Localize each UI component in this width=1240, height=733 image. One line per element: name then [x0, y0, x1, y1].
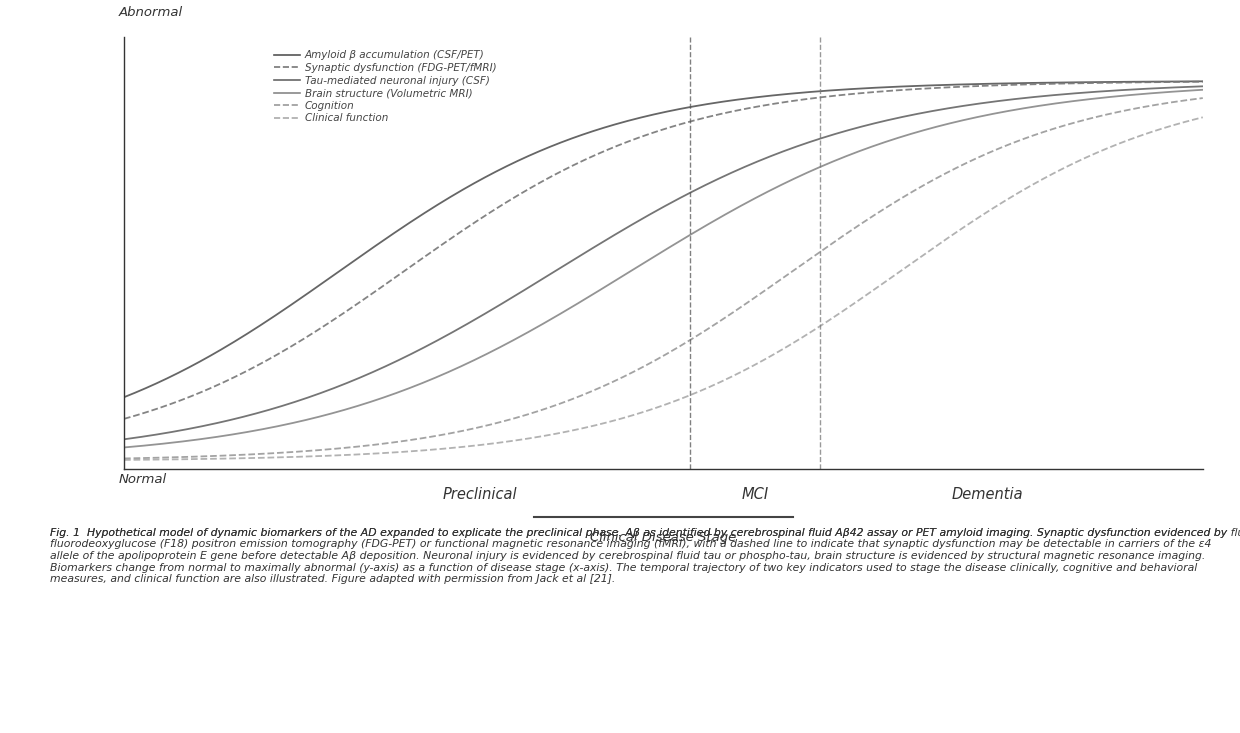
Text: Fig. 1  Hypothetical model of dynamic biomarkers of the AD expanded to explicate: Fig. 1 Hypothetical model of dynamic bio… [50, 528, 1226, 584]
Text: Clinical Disease Stage: Clinical Disease Stage [590, 531, 737, 545]
Text: MCI: MCI [742, 487, 769, 502]
Text: Dementia: Dementia [951, 487, 1023, 502]
Text: Abnormal: Abnormal [119, 7, 182, 19]
Text: Normal: Normal [119, 474, 166, 487]
Legend: Amyloid β accumulation (CSF/PET), Synaptic dysfunction (FDG-PET/fMRI), Tau-media: Amyloid β accumulation (CSF/PET), Synapt… [269, 46, 501, 128]
Text: Fig. 1  Hypothetical model of dynamic biomarkers of the AD expanded to explicate: Fig. 1 Hypothetical model of dynamic bio… [50, 528, 1240, 538]
Text: Preclinical: Preclinical [443, 487, 517, 502]
